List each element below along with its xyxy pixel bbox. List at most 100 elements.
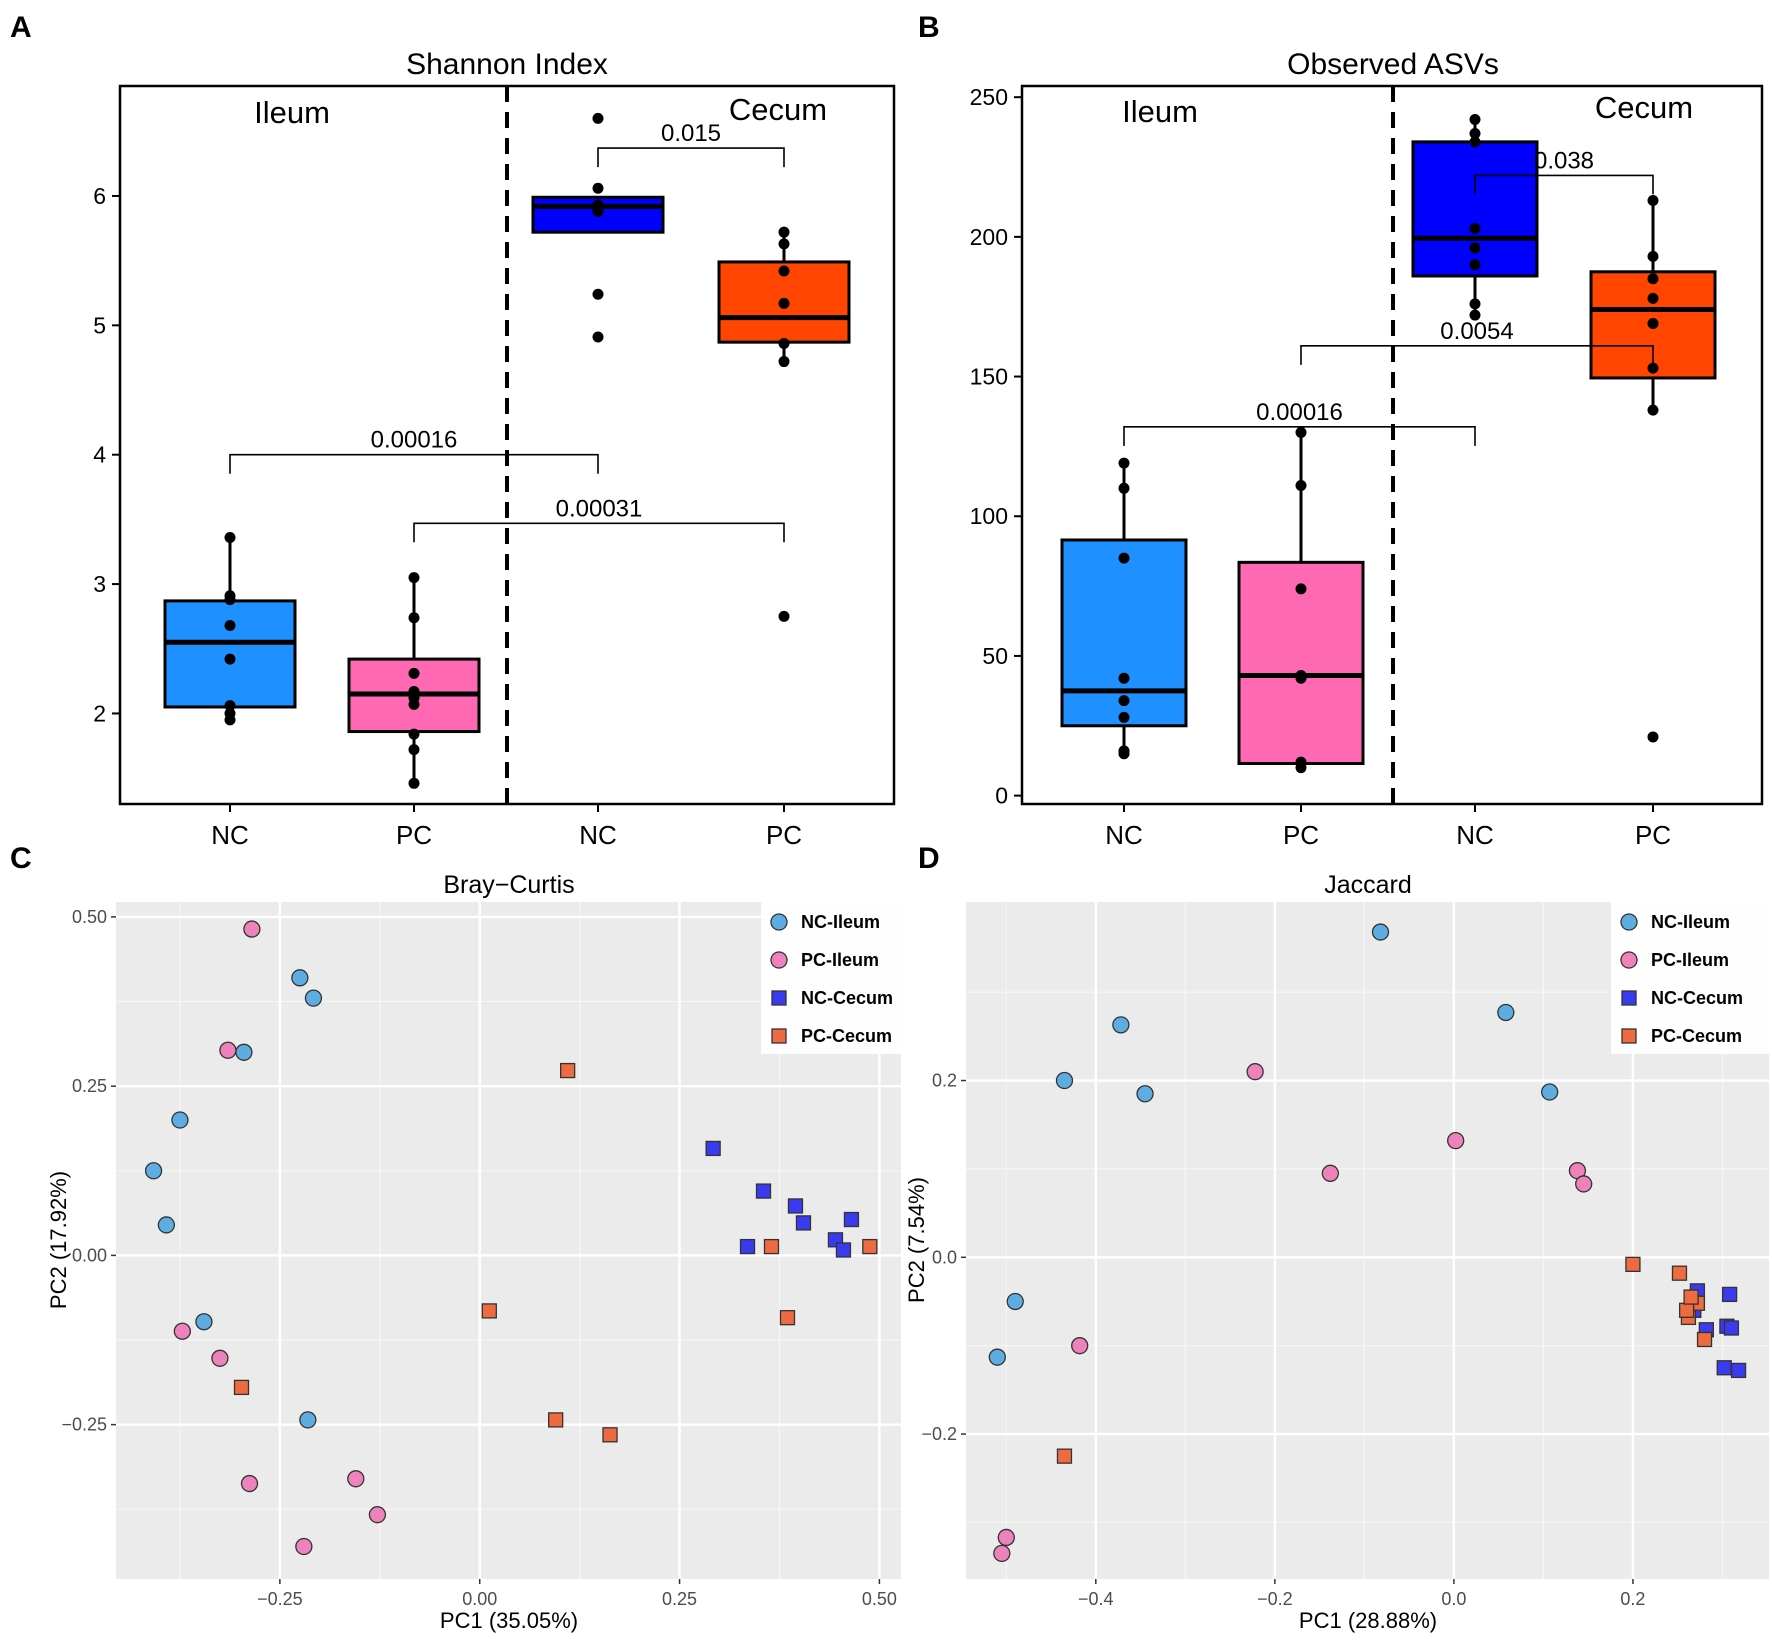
data-point-pc-ileum [408, 685, 420, 697]
point-nc-ileum [144, 1162, 163, 1180]
comparison-bracket [1300, 345, 1654, 365]
data-point-pc-cecum [778, 226, 790, 238]
point-nc-ileum [1055, 1071, 1074, 1090]
data-point-nc-cecum [592, 199, 604, 211]
comparison-p-value: 0.00031 [556, 495, 643, 522]
data-point-nc-cecum [592, 331, 604, 343]
legend-key-nc-cecum [771, 990, 787, 1006]
panel-d-jaccard: D Jaccard −0.4 −0.2 0.0 0.2 −0.2 0.0 0.2 NC-Ile… [904, 842, 1769, 1633]
panel-b-y-tick-label: 150 [970, 364, 1008, 390]
panel-a-title: Shannon Index [406, 48, 608, 81]
comparison-bracket [229, 453, 599, 474]
point-nc-cecum [755, 1183, 772, 1199]
panel-b-x-category-label: NC [1456, 820, 1494, 850]
panel-b-y-tick-label: 200 [970, 224, 1008, 250]
panel-d-x-tick-label: 0.0 [1441, 1589, 1466, 1609]
panel-letter-b: B [918, 11, 940, 44]
panel-d-title: Jaccard [1324, 871, 1412, 899]
panel-a-x-category-label: NC [579, 820, 617, 850]
point-nc-ileum [1112, 1016, 1130, 1034]
panel-letter-c: C [10, 842, 32, 875]
point-nc-cecum [795, 1215, 812, 1231]
panel-b-region-ileum: Ileum [1122, 94, 1198, 129]
point-nc-ileum [235, 1043, 253, 1061]
data-point-nc-ileum [224, 700, 236, 712]
point-nc-ileum [171, 1111, 189, 1129]
point-pc-cecum [1625, 1256, 1641, 1273]
point-pc-cecum [1671, 1265, 1688, 1281]
point-nc-cecum [1721, 1286, 1738, 1303]
data-point-pc-ileum [408, 744, 420, 756]
point-pc-ileum [211, 1349, 229, 1367]
data-point-pc-cecum [1647, 292, 1659, 304]
point-nc-ileum [988, 1348, 1006, 1366]
data-point-nc-ileum [224, 619, 236, 631]
data-point-pc-cecum [1647, 195, 1659, 207]
comparison-bracket [413, 522, 785, 543]
box-nc-ileum-b [1060, 538, 1188, 728]
panel-a-y-tick-label: 4 [93, 442, 106, 468]
data-point-nc-cecum [1469, 136, 1481, 148]
point-nc-ileum [1136, 1085, 1154, 1103]
legend-key-nc-cecum [1621, 990, 1637, 1006]
data-point-nc-cecum [1469, 114, 1481, 126]
data-point-pc-cecum [778, 297, 790, 309]
data-point-nc-cecum [1469, 242, 1481, 254]
comparison-bracket [1474, 174, 1654, 195]
data-point-nc-ileum [224, 707, 236, 719]
panel-d-x-tick-label: −0.2 [1257, 1589, 1293, 1609]
panel-b-y-tick-label: 0 [995, 783, 1008, 809]
panel-b-region-cecum: Cecum [1595, 90, 1693, 125]
data-point-pc-cecum [778, 610, 790, 622]
point-pc-cecum [779, 1310, 796, 1326]
panel-c-x-tick-label: 0.25 [662, 1589, 697, 1609]
panel-c-y-tick-label: 0.00 [72, 1245, 107, 1265]
point-pc-ileum [219, 1041, 237, 1059]
data-point-pc-cecum [778, 238, 790, 250]
panel-b-observed-asvs: B Observed ASVs Ileum Cecum 0 50 100 150 200… [918, 11, 1764, 850]
data-point-pc-cecum [778, 356, 790, 368]
legend-box [1611, 902, 1769, 1054]
panel-d-y-tick-label: −0.2 [921, 1424, 957, 1444]
point-pc-ileum [243, 920, 261, 938]
data-point-nc-ileum [224, 531, 236, 543]
data-point-pc-cecum [1647, 250, 1659, 262]
point-pc-cecum [233, 1379, 250, 1396]
point-pc-cecum [602, 1427, 618, 1443]
panel-letter-d: D [918, 842, 940, 875]
panel-a-shannon-index: A Shannon Index Ileum Cecum 2 3 4 5 6 NC PC NC P… [10, 11, 896, 850]
legend-key-pc-ileum [1620, 951, 1638, 969]
panel-c-y-axis-label: PC2 (17.92%) [46, 1171, 71, 1309]
data-point-pc-ileum [1295, 480, 1307, 492]
point-pc-ileum [1071, 1337, 1089, 1355]
data-point-nc-ileum [1118, 695, 1130, 707]
panel-b-x-category-label: PC [1283, 820, 1319, 850]
data-point-nc-ileum [224, 653, 236, 665]
data-point-nc-ileum [1118, 745, 1130, 757]
point-nc-ileum [299, 1411, 317, 1429]
panel-letter-a: A [10, 11, 32, 44]
data-point-nc-ileum [1118, 552, 1130, 564]
data-point-pc-cecum [778, 265, 790, 277]
data-point-pc-cecum [778, 337, 790, 349]
point-pc-ileum [1447, 1131, 1465, 1150]
legend-label-pc-cecum: PC-Cecum [1651, 1026, 1742, 1046]
point-nc-cecum [1716, 1360, 1732, 1376]
legend-key-pc-cecum [1621, 1028, 1637, 1044]
point-pc-cecum [548, 1412, 564, 1428]
panel-c-y-tick-label: 0.50 [72, 907, 107, 927]
data-point-nc-ileum [1118, 711, 1130, 723]
panel-a-x-category-label: NC [211, 820, 249, 850]
point-nc-ileum [291, 969, 309, 987]
data-point-nc-cecum [1469, 309, 1481, 321]
data-point-nc-ileum [1118, 482, 1130, 494]
data-point-pc-cecum [1647, 731, 1659, 743]
panel-d-x-tick-label: 0.2 [1620, 1589, 1645, 1609]
point-nc-ileum [1371, 923, 1390, 941]
legend-key-pc-ileum [770, 951, 788, 969]
point-pc-ileum [993, 1544, 1011, 1563]
data-point-pc-ileum [408, 667, 420, 679]
data-point-nc-cecum [1469, 127, 1481, 139]
panel-c-y-tick-label: 0.25 [72, 1076, 107, 1096]
